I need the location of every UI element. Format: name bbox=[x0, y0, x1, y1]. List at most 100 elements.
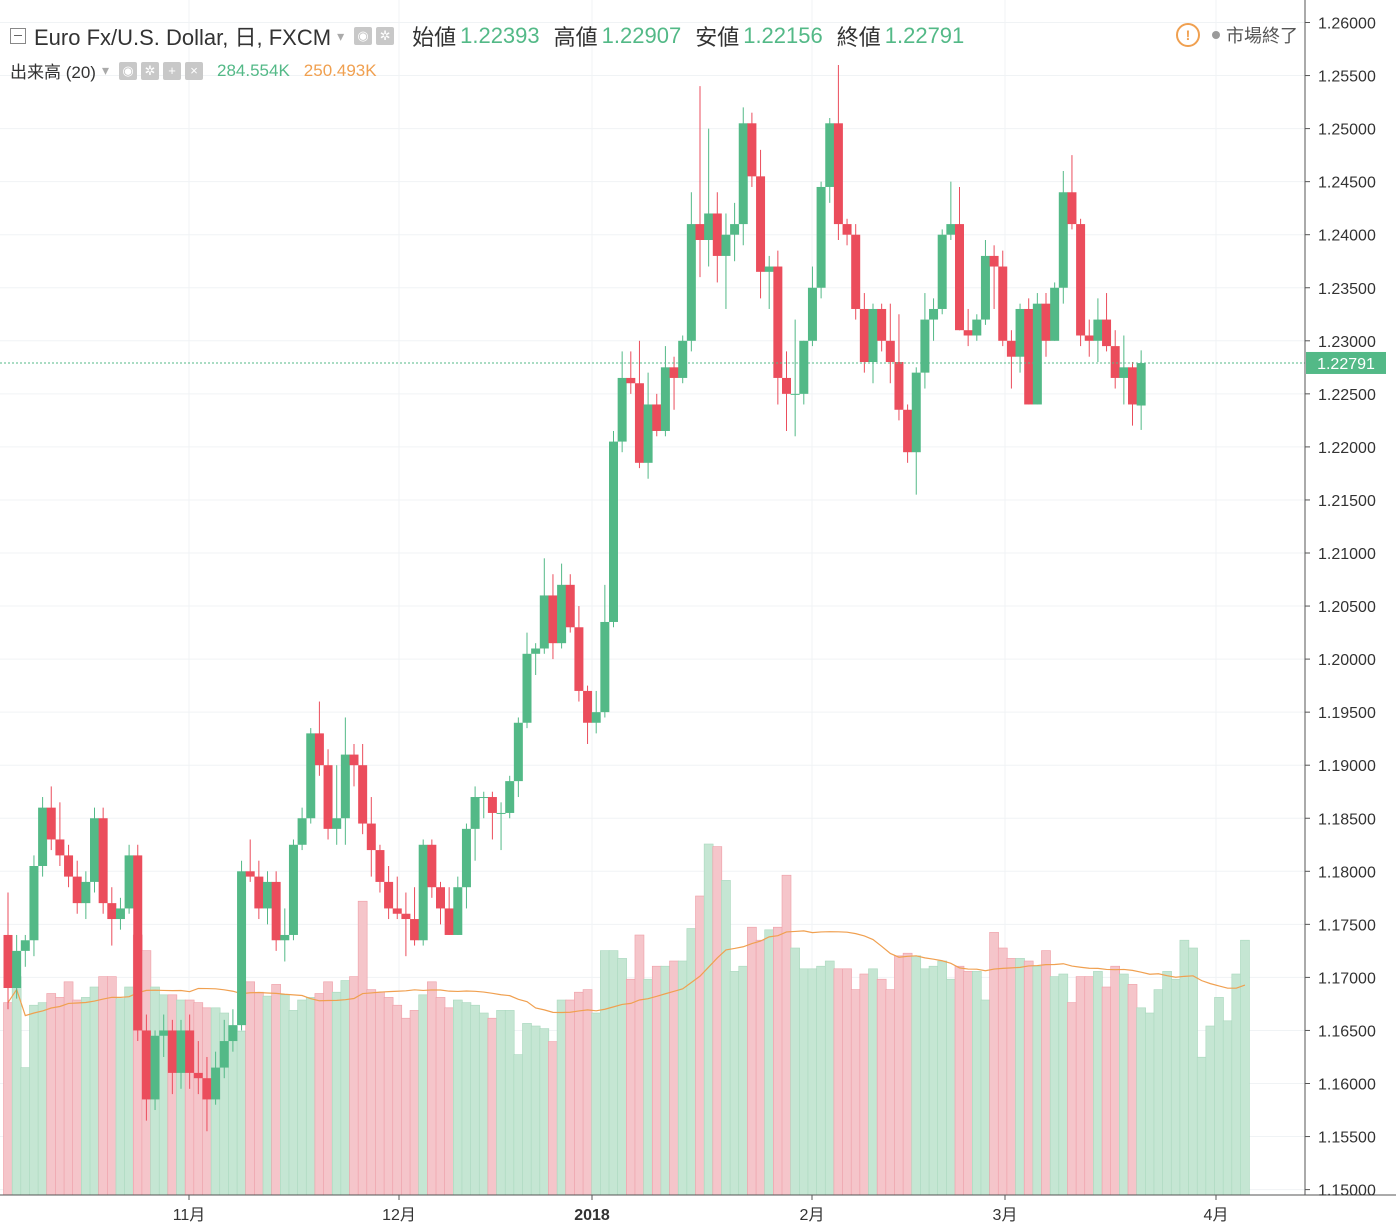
volume-bar bbox=[859, 973, 870, 1196]
volume-bar bbox=[357, 900, 368, 1196]
open-label: 始値 bbox=[412, 25, 457, 50]
volume-bar bbox=[582, 989, 593, 1196]
candle bbox=[505, 775, 515, 819]
candle-body bbox=[539, 595, 549, 649]
candle bbox=[617, 351, 627, 453]
chevron-down-icon[interactable]: ▾ bbox=[101, 62, 109, 78]
candle-body bbox=[1110, 346, 1120, 378]
candle bbox=[1015, 303, 1025, 373]
volume-bar bbox=[997, 947, 1008, 1196]
candle-body bbox=[712, 213, 722, 256]
gear-icon[interactable]: ✲ bbox=[376, 27, 395, 45]
volume-bar bbox=[1153, 989, 1164, 1196]
candle-body bbox=[825, 123, 835, 187]
volume-bar bbox=[1179, 939, 1190, 1196]
candle-body bbox=[868, 308, 878, 363]
candle bbox=[998, 250, 1008, 347]
candle bbox=[539, 558, 549, 654]
volume-bar bbox=[617, 958, 627, 1196]
candle bbox=[263, 871, 272, 925]
volume-bar bbox=[669, 960, 679, 1196]
candle-body bbox=[1067, 192, 1077, 225]
eye-icon[interactable]: ◉ bbox=[354, 27, 373, 45]
volume-bar bbox=[643, 978, 653, 1196]
candle-body bbox=[1093, 319, 1103, 341]
candle bbox=[1050, 282, 1060, 341]
candle-body bbox=[90, 818, 99, 882]
candle bbox=[1093, 298, 1103, 363]
candle bbox=[721, 213, 731, 309]
chevron-down-icon[interactable]: ▾ bbox=[337, 27, 345, 44]
volume-bar bbox=[1101, 986, 1112, 1196]
volume-bar bbox=[1084, 976, 1095, 1196]
plus-icon[interactable]: + bbox=[163, 61, 181, 80]
volume-bar bbox=[634, 934, 645, 1196]
candle-body bbox=[1006, 340, 1016, 357]
volume-bar bbox=[1196, 1056, 1207, 1196]
symbol-title[interactable]: Euro Fx/U.S. Dollar, 日, FXCM bbox=[34, 25, 332, 50]
volume-bar bbox=[323, 981, 333, 1196]
eye-icon[interactable]: ◉ bbox=[119, 61, 137, 80]
candle bbox=[833, 64, 843, 241]
candle bbox=[989, 245, 999, 309]
warning-icon[interactable]: ! bbox=[1176, 23, 1200, 47]
y-tick-label: 1.22500 bbox=[1318, 387, 1376, 404]
volume-bar bbox=[781, 874, 792, 1196]
candle bbox=[487, 791, 497, 840]
volume-title[interactable]: 出来高 (20) bbox=[10, 63, 96, 82]
close-icon[interactable]: × bbox=[185, 61, 203, 80]
candle-body bbox=[98, 818, 108, 904]
y-tick-label: 1.25000 bbox=[1318, 122, 1376, 139]
candle bbox=[453, 876, 463, 935]
high-value: 1.22907 bbox=[601, 23, 682, 48]
candle bbox=[963, 308, 973, 347]
volume-bar bbox=[833, 968, 844, 1196]
candle bbox=[29, 855, 39, 957]
candle bbox=[652, 393, 662, 437]
candle bbox=[479, 791, 489, 819]
volume-bar bbox=[522, 1023, 532, 1196]
volume-bar bbox=[383, 997, 394, 1196]
candle-body bbox=[911, 372, 921, 453]
candle-body bbox=[799, 340, 809, 394]
candle-body bbox=[583, 690, 593, 723]
time-axis[interactable]: 11月 12月 2018 2月 3月 4月 bbox=[173, 1195, 1229, 1224]
gear-icon[interactable]: ✲ bbox=[141, 61, 159, 80]
volume-bar bbox=[747, 926, 757, 1196]
candle-body bbox=[617, 377, 627, 442]
candle bbox=[1128, 362, 1137, 426]
volume-bar bbox=[392, 1004, 403, 1196]
volume-bar bbox=[279, 994, 290, 1196]
volume-bar bbox=[72, 999, 82, 1196]
candle-body bbox=[1136, 363, 1146, 406]
candle-body bbox=[816, 186, 826, 288]
volume-bar bbox=[124, 986, 134, 1196]
candle-body bbox=[937, 234, 947, 309]
price-axis[interactable]: 1.26000 1.25500 1.25000 1.24500 1.24000 1.235… bbox=[1305, 16, 1376, 1200]
candle-body bbox=[929, 308, 939, 320]
candle-body bbox=[574, 627, 584, 691]
y-tick-label: 1.20000 bbox=[1318, 652, 1376, 669]
candle bbox=[1006, 330, 1016, 389]
candle bbox=[955, 186, 964, 331]
candle-body bbox=[55, 839, 65, 856]
volume-bar bbox=[1170, 978, 1181, 1196]
volume-bar bbox=[46, 993, 57, 1196]
volume-bar bbox=[824, 960, 835, 1196]
y-tick-label: 1.15000 bbox=[1318, 1183, 1376, 1200]
y-tick-label: 1.19000 bbox=[1318, 758, 1376, 775]
last-price-tag: 1.22791 bbox=[1306, 351, 1386, 374]
candle bbox=[323, 749, 333, 840]
candle-body bbox=[29, 865, 39, 941]
candle-body bbox=[634, 383, 644, 463]
candle bbox=[496, 802, 506, 851]
candle-body bbox=[531, 648, 541, 654]
collapse-icon[interactable] bbox=[10, 28, 26, 44]
candle bbox=[903, 404, 913, 463]
volume-bar bbox=[245, 981, 255, 1196]
volume-bar bbox=[600, 950, 610, 1196]
candle bbox=[228, 1009, 238, 1052]
volume-bar bbox=[331, 991, 342, 1196]
candle bbox=[306, 728, 316, 824]
